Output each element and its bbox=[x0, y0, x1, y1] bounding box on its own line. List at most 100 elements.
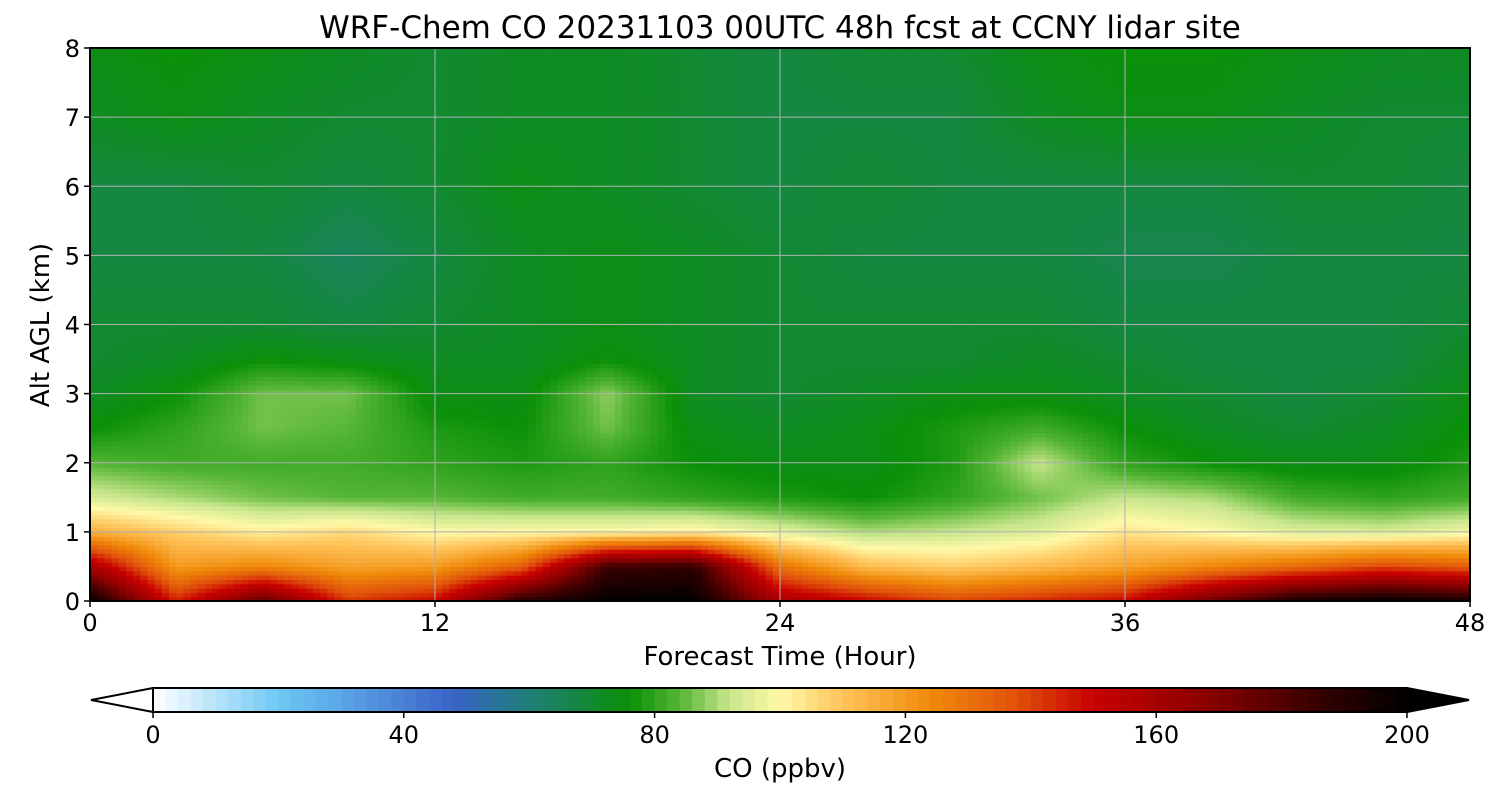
heatmap-cell bbox=[1132, 562, 1140, 567]
heatmap-cell bbox=[1240, 532, 1248, 537]
heatmap-cell bbox=[967, 562, 975, 567]
heatmap-cell bbox=[751, 562, 759, 567]
heatmap-cell bbox=[701, 575, 709, 580]
heatmap-cell bbox=[960, 489, 968, 494]
heatmap-cell bbox=[1377, 515, 1385, 520]
heatmap-cell bbox=[413, 519, 421, 524]
heatmap-cell bbox=[1125, 566, 1133, 571]
heatmap-cell bbox=[830, 493, 838, 498]
heatmap-cell bbox=[981, 541, 989, 546]
heatmap-cell bbox=[442, 502, 450, 507]
heatmap-cell bbox=[1168, 588, 1176, 593]
heatmap-cell bbox=[715, 545, 723, 550]
heatmap-cell bbox=[191, 541, 199, 546]
heatmap-cell bbox=[1161, 545, 1169, 550]
heatmap-cell bbox=[493, 545, 501, 550]
heatmap-cell bbox=[960, 536, 968, 541]
heatmap-cell bbox=[615, 566, 623, 571]
heatmap-cell bbox=[219, 515, 227, 520]
heatmap-cell bbox=[1032, 566, 1040, 571]
heatmap-cell bbox=[212, 592, 220, 597]
heatmap-cell bbox=[464, 541, 472, 546]
heatmap-cell bbox=[464, 592, 472, 597]
heatmap-cell bbox=[794, 575, 802, 580]
heatmap-cell bbox=[1441, 579, 1449, 584]
heatmap-cell bbox=[945, 519, 953, 524]
heatmap-cell bbox=[1341, 566, 1349, 571]
heatmap-cell bbox=[148, 545, 156, 550]
heatmap-cell bbox=[212, 566, 220, 571]
heatmap-cell bbox=[996, 510, 1004, 515]
heatmap-cell bbox=[334, 506, 342, 511]
heatmap-cell bbox=[1175, 571, 1183, 576]
heatmap-cell bbox=[1326, 523, 1334, 528]
heatmap-cell bbox=[457, 536, 465, 541]
heatmap-cell bbox=[1190, 541, 1198, 546]
heatmap-cell bbox=[1046, 506, 1054, 511]
heatmap-cell bbox=[1427, 571, 1435, 576]
heatmap-cell bbox=[457, 493, 465, 498]
heatmap-cell bbox=[1075, 558, 1083, 563]
heatmap-cell bbox=[1075, 545, 1083, 550]
heatmap-cell bbox=[794, 541, 802, 546]
heatmap-cell bbox=[543, 506, 551, 511]
heatmap-cell bbox=[435, 523, 443, 528]
heatmap-cell bbox=[1269, 519, 1277, 524]
heatmap-cell bbox=[902, 523, 910, 528]
heatmap-cell bbox=[672, 523, 680, 528]
heatmap-cell bbox=[1197, 523, 1205, 528]
heatmap-cell bbox=[1204, 506, 1212, 511]
heatmap-cell bbox=[1211, 558, 1219, 563]
heatmap-cell bbox=[1333, 558, 1341, 563]
heatmap-cell bbox=[176, 579, 184, 584]
heatmap-cell bbox=[119, 489, 127, 494]
heatmap-cell bbox=[1413, 519, 1421, 524]
heatmap-cell bbox=[924, 532, 932, 537]
heatmap-cell bbox=[579, 532, 587, 537]
heatmap-cell bbox=[629, 584, 637, 589]
heatmap-cell bbox=[162, 549, 170, 554]
heatmap-cell bbox=[945, 523, 953, 528]
heatmap-cell bbox=[1168, 489, 1176, 494]
heatmap-cell bbox=[248, 566, 256, 571]
heatmap-cell bbox=[679, 489, 687, 494]
heatmap-cell bbox=[1075, 532, 1083, 537]
heatmap-cell bbox=[938, 584, 946, 589]
heatmap-cell bbox=[306, 575, 314, 580]
heatmap-cell bbox=[1247, 545, 1255, 550]
heatmap-cell bbox=[658, 566, 666, 571]
heatmap-cell bbox=[1032, 510, 1040, 515]
heatmap-cell bbox=[1434, 536, 1442, 541]
heatmap-cell bbox=[291, 558, 299, 563]
heatmap-cell bbox=[97, 523, 105, 528]
heatmap-cell bbox=[1039, 571, 1047, 576]
heatmap-cell bbox=[464, 510, 472, 515]
heatmap-cell bbox=[205, 584, 213, 589]
heatmap-cell bbox=[651, 566, 659, 571]
heatmap-cell bbox=[1075, 592, 1083, 597]
heatmap-cell bbox=[284, 571, 292, 576]
heatmap-cell bbox=[270, 592, 278, 597]
heatmap-cell bbox=[830, 541, 838, 546]
heatmap-cell bbox=[737, 510, 745, 515]
heatmap-cell bbox=[960, 502, 968, 507]
heatmap-cell bbox=[981, 549, 989, 554]
heatmap-cell bbox=[155, 571, 163, 576]
heatmap-cell bbox=[90, 592, 98, 597]
heatmap-cell bbox=[1154, 575, 1162, 580]
heatmap-cell bbox=[370, 519, 378, 524]
heatmap-cell bbox=[830, 549, 838, 554]
heatmap-cell bbox=[981, 506, 989, 511]
heatmap-cell bbox=[1233, 515, 1241, 520]
heatmap-cell bbox=[291, 584, 299, 589]
heatmap-cell bbox=[679, 575, 687, 580]
heatmap-cell bbox=[557, 493, 565, 498]
heatmap-cell bbox=[643, 541, 651, 546]
heatmap-cell bbox=[902, 489, 910, 494]
heatmap-cell bbox=[622, 497, 630, 502]
heatmap-cell bbox=[816, 510, 824, 515]
heatmap-cell bbox=[823, 515, 831, 520]
heatmap-cell bbox=[291, 579, 299, 584]
heatmap-cell bbox=[1448, 592, 1456, 597]
heatmap-cell bbox=[794, 588, 802, 593]
